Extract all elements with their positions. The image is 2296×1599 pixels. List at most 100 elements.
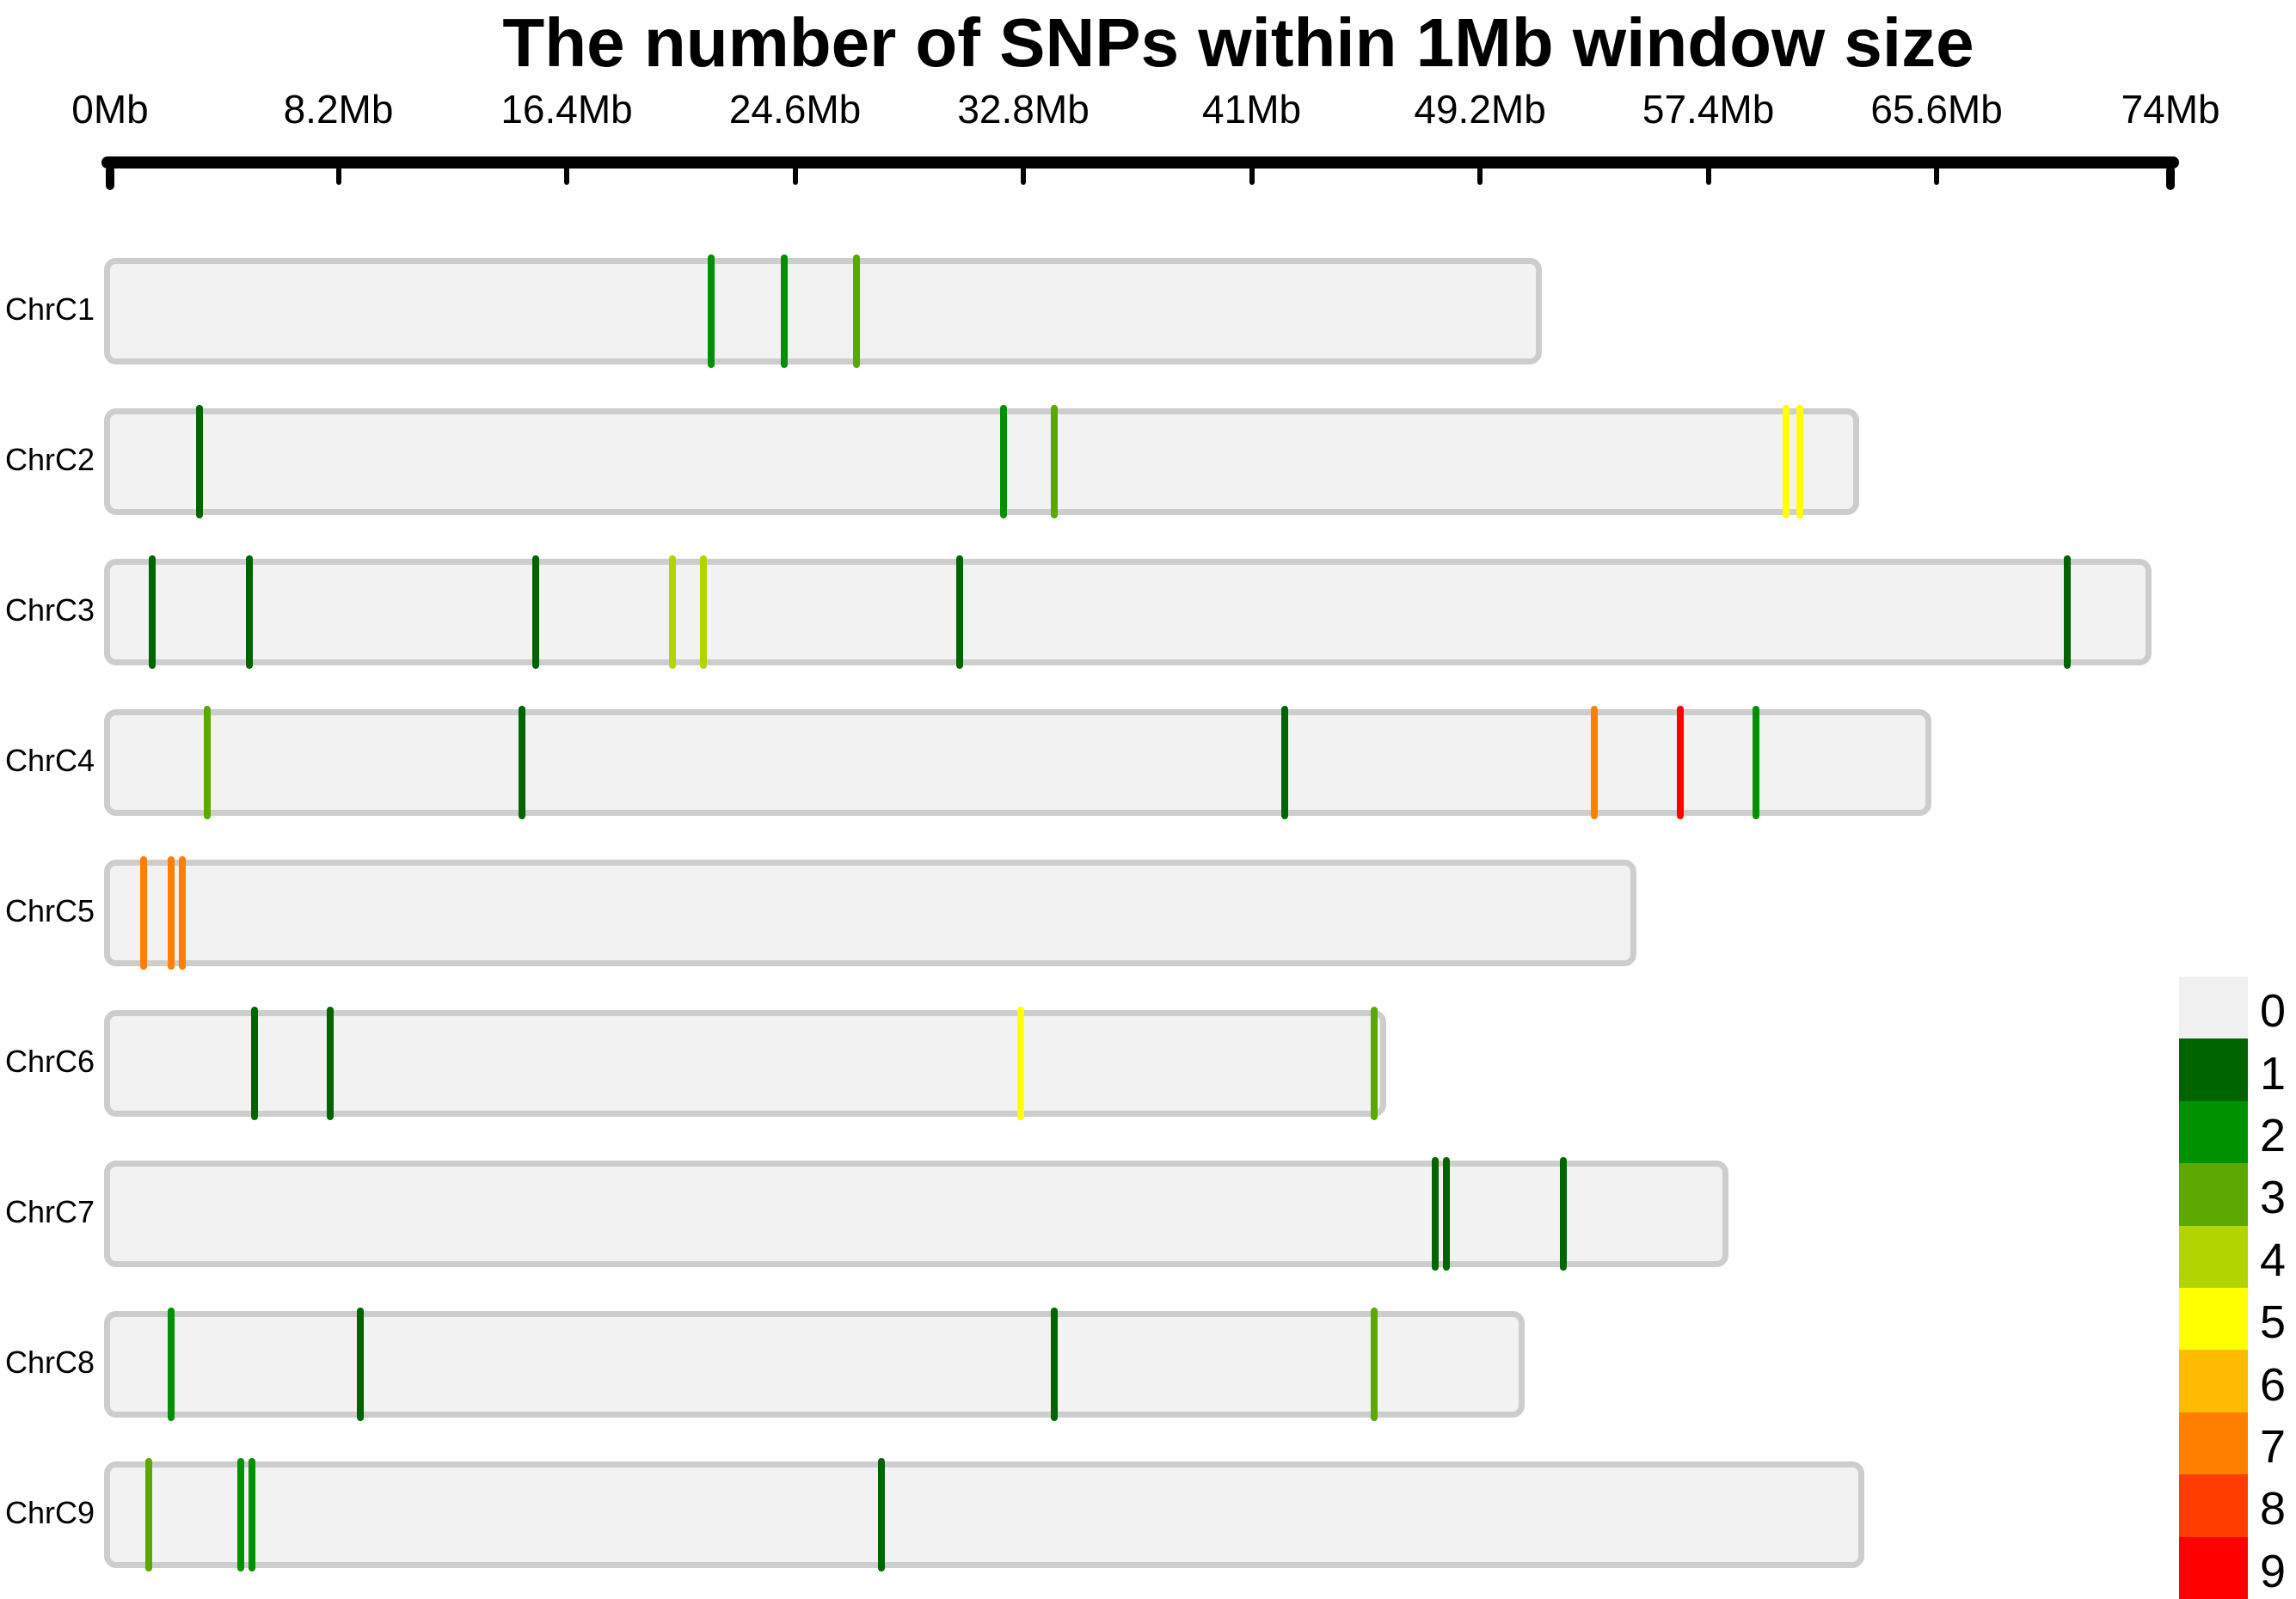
axis-tick-mark — [335, 166, 341, 185]
legend-value-label: 8 — [2260, 1483, 2287, 1535]
snp-density-marker — [955, 555, 963, 669]
ruler-bar — [101, 156, 2180, 168]
axis-tick-label: 74Mb — [2121, 87, 2220, 132]
snp-density-marker — [519, 706, 526, 819]
snp-density-marker — [1677, 706, 1685, 819]
legend-swatch — [2179, 1412, 2248, 1475]
snp-density-marker — [148, 555, 156, 669]
snp-density-marker — [1371, 1308, 1378, 1421]
axis-tick-mark — [564, 166, 570, 185]
chromosome-label: ChrC3 — [4, 592, 95, 628]
axis-tick-label: 49.2Mb — [1414, 87, 1546, 132]
chromosome-label: ChrC9 — [4, 1495, 95, 1530]
axis-tick-mark — [1705, 166, 1711, 185]
chromosome-label: ChrC2 — [4, 442, 95, 477]
axis-tick-label: 16.4Mb — [500, 87, 633, 132]
chromosome-bar — [104, 559, 2152, 665]
chromosome-label: ChrC8 — [4, 1345, 95, 1380]
chromosome-label: ChrC6 — [4, 1044, 95, 1079]
snp-density-marker — [139, 856, 147, 970]
snp-density-marker — [1281, 706, 1289, 819]
axis-tick-mark — [1021, 166, 1027, 185]
chromosome-bar — [104, 408, 1859, 515]
snp-density-marker — [168, 856, 175, 970]
snp-density-marker — [1560, 1157, 1568, 1271]
snp-density-marker — [1371, 1007, 1378, 1120]
legend-value-label: 5 — [2260, 1296, 2287, 1349]
chromosome-bar — [104, 1311, 1526, 1418]
axis-tick-mark — [1477, 166, 1483, 185]
legend-value-label: 9 — [2260, 1545, 2287, 1597]
snp-density-marker — [1752, 706, 1759, 819]
legend-swatch — [2179, 1038, 2248, 1102]
legend-swatch — [2179, 977, 2248, 1039]
snp-density-marker — [877, 1458, 885, 1571]
snp-density-marker — [780, 254, 788, 368]
axis-tick-label: 8.2Mb — [283, 87, 394, 132]
snp-density-marker — [1590, 706, 1598, 819]
axis-tick-mark — [1249, 166, 1255, 185]
axis-tick-label: 65.6Mb — [1870, 87, 2003, 132]
snp-density-marker — [245, 555, 253, 669]
chromosome-label: ChrC5 — [4, 893, 95, 928]
snp-density-marker — [669, 555, 677, 669]
chromosome-label: ChrC7 — [4, 1194, 95, 1229]
chromosome-bar — [104, 258, 1542, 365]
chromosome-label: ChrC1 — [4, 291, 95, 327]
legend-swatch — [2179, 1350, 2248, 1413]
snp-density-marker — [1050, 405, 1058, 518]
legend-swatch — [2179, 1474, 2248, 1538]
snp-density-marker — [204, 706, 212, 819]
legend-swatch — [2179, 1100, 2248, 1164]
chromosome-label: ChrC4 — [4, 743, 95, 778]
snp-density-marker — [1796, 405, 1804, 518]
axis-tick-label: 0Mb — [71, 87, 149, 132]
legend-swatch — [2179, 1536, 2248, 1599]
axis-tick-mark — [106, 166, 114, 190]
axis-tick-mark — [1934, 166, 1940, 185]
legend-swatch — [2179, 1288, 2248, 1351]
snp-density-marker — [195, 405, 203, 518]
legend-value-label: 6 — [2260, 1358, 2287, 1411]
snp-density-marker — [168, 1308, 175, 1421]
snp-density-marker — [326, 1007, 334, 1120]
snp-density-marker — [179, 856, 187, 970]
legend-value-label: 7 — [2260, 1421, 2287, 1473]
axis-tick-label: 32.8Mb — [957, 87, 1090, 132]
chromosome-bar — [104, 860, 1636, 966]
snp-density-marker — [1443, 1157, 1451, 1271]
legend-value-label: 3 — [2260, 1172, 2287, 1224]
snp-density-marker — [1050, 1308, 1058, 1421]
snp-density-marker — [2064, 555, 2072, 669]
snp-density-marker — [852, 254, 860, 368]
chart-title: The number of SNPs within 1Mb window siz… — [502, 4, 1974, 81]
chromosome-bar — [104, 1010, 1386, 1117]
legend-swatch — [2179, 1163, 2248, 1227]
legend-value-label: 1 — [2260, 1047, 2287, 1100]
chromosome-bar — [104, 1461, 1865, 1568]
chromosome-bar — [104, 1161, 1728, 1267]
snp-density-marker — [1016, 1007, 1024, 1120]
legend-swatch — [2179, 1225, 2248, 1289]
snp-density-marker — [249, 1458, 256, 1571]
axis-tick-label: 57.4Mb — [1642, 87, 1775, 132]
snp-density-marker — [251, 1007, 259, 1120]
snp-density-marker — [699, 555, 707, 669]
axis-tick-mark — [792, 166, 798, 185]
snp-density-marker — [532, 555, 540, 669]
snp-density-marker — [145, 1458, 153, 1571]
snp-density-marker — [357, 1308, 365, 1421]
legend-value-label: 4 — [2260, 1234, 2287, 1286]
legend-value-label: 2 — [2260, 1110, 2287, 1161]
snp-density-marker — [1000, 405, 1008, 518]
axis-tick-label: 24.6Mb — [728, 87, 862, 132]
axis-tick-label: 41Mb — [1202, 87, 1302, 132]
snp-density-marker — [1783, 405, 1790, 518]
chromosome-bar — [104, 709, 1932, 816]
axis-tick-mark — [2166, 166, 2176, 190]
snp-density-marker — [237, 1458, 245, 1571]
legend-value-label: 0 — [2260, 985, 2287, 1038]
snp-density-marker — [1432, 1157, 1440, 1271]
snp-density-marker — [708, 254, 715, 368]
